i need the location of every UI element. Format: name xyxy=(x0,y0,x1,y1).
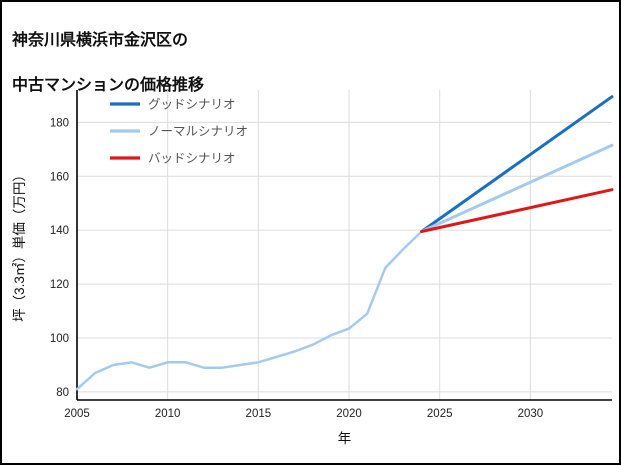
x-tick-label: 2025 xyxy=(427,408,453,420)
y-tick-label: 180 xyxy=(50,117,69,129)
legend-label-normal: ノーマルシナリオ xyxy=(148,125,248,139)
x-tick-label: 2020 xyxy=(336,408,362,420)
chart-title: 神奈川県横浜市金沢区の 中古マンションの価格推移 xyxy=(12,8,204,120)
chart-title-line2: 中古マンションの価格推移 xyxy=(12,77,205,95)
legend-label-bad: バッドシナリオ xyxy=(148,152,236,166)
legend-label-good: グッドシナリオ xyxy=(148,98,236,112)
y-tick-label: 80 xyxy=(56,387,69,399)
x-tick-label: 2015 xyxy=(246,408,272,420)
series-line-good xyxy=(420,95,614,233)
y-axis-label: 坪（3.3㎡）単価（万円） xyxy=(12,168,27,322)
y-tick-label: 160 xyxy=(50,171,69,183)
y-tick-label: 120 xyxy=(50,279,69,291)
y-tick-label: 100 xyxy=(50,333,69,345)
series-line-bad xyxy=(420,188,614,233)
x-axis-label: 年 xyxy=(338,431,352,446)
x-tick-label: 2005 xyxy=(64,408,90,420)
series-line-normal xyxy=(420,143,614,233)
chart-title-line1: 神奈川県横浜市金沢区の xyxy=(12,32,189,50)
x-tick-label: 2030 xyxy=(518,408,544,420)
x-tick-label: 2010 xyxy=(155,408,181,420)
y-tick-label: 140 xyxy=(50,225,69,237)
series-line-history xyxy=(75,230,423,391)
